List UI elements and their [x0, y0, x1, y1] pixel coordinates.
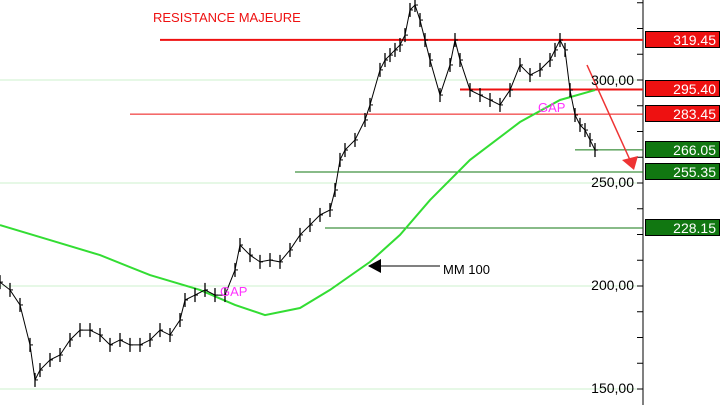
level-label: 255.35	[645, 162, 720, 180]
level-label: 228.15	[645, 219, 720, 236]
resistance-annotation: RESISTANCE MAJEURE	[153, 10, 301, 25]
price-line	[0, 4, 596, 382]
level-label: 283.45	[645, 105, 720, 123]
y-tick-label: 250,00	[591, 174, 634, 190]
level-label: 295.40	[645, 80, 720, 98]
gap-annotation: GAP	[220, 284, 248, 299]
y-tick-label: 300,00	[591, 72, 634, 88]
trend-arrow	[586, 64, 631, 161]
gap-annotation: GAP	[538, 100, 566, 115]
y-tick-label: 200,00	[591, 277, 634, 293]
level-label: 266.05	[645, 140, 720, 158]
ma-arrow-head	[368, 259, 381, 273]
y-tick-label: 150,00	[591, 380, 634, 396]
ma-annotation: MM 100	[443, 262, 490, 277]
moving-average-line	[0, 89, 596, 317]
level-label: 319.45	[645, 30, 720, 48]
trend-arrow-head	[622, 156, 638, 170]
